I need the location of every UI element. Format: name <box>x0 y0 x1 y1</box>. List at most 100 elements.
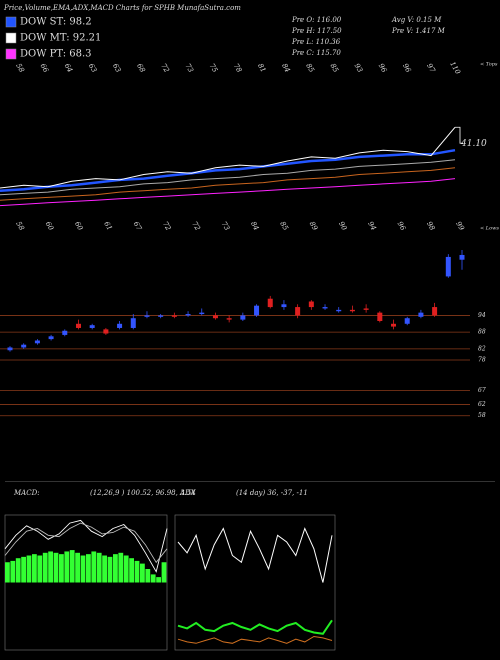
histogram-bar <box>96 552 102 583</box>
candle-body <box>391 323 397 327</box>
histogram-bar <box>26 555 32 583</box>
top-label: 96 <box>401 62 413 74</box>
adx-params: (14 day) 36, -37, -11 <box>236 489 308 497</box>
top-label: 66 <box>38 62 50 74</box>
candle-body <box>144 315 150 317</box>
candle-body <box>254 305 260 316</box>
candle-body <box>130 318 136 328</box>
candle-body <box>117 323 123 328</box>
candle-body <box>308 301 314 308</box>
stat-label: Pre V: 1.417 M <box>391 27 446 35</box>
adx-label: ADX <box>179 489 197 497</box>
histogram-bar <box>91 551 97 583</box>
candle-body <box>377 312 383 321</box>
candle-body <box>445 256 451 277</box>
histogram-bar <box>48 551 53 583</box>
stat-label: Pre L: 110.36 <box>291 38 341 46</box>
low-label: 60 <box>44 220 56 232</box>
candle-body <box>158 315 164 317</box>
top-label: 75 <box>208 62 220 74</box>
legend-swatch <box>5 48 17 60</box>
tops-label: < Tops <box>480 62 498 68</box>
candle-body <box>199 312 205 315</box>
top-label: 58 <box>14 62 26 74</box>
ema-line <box>0 148 456 192</box>
adx-line <box>177 619 333 635</box>
candle-body <box>185 314 191 316</box>
histogram-bar <box>42 552 48 583</box>
annotation: 41.10 <box>460 139 487 149</box>
candle-body <box>322 307 328 309</box>
top-label: 81 <box>256 62 267 74</box>
candle-body <box>62 330 68 335</box>
candle-body <box>89 325 95 328</box>
stat-label: Pre H: 117.50 <box>291 27 342 35</box>
histogram-bar <box>118 552 124 583</box>
top-label: 68 <box>135 62 147 74</box>
top-label: 72 <box>159 62 171 74</box>
histogram-bar <box>123 555 129 583</box>
low-label: 90 <box>337 220 349 232</box>
top-label: 85 <box>328 62 340 74</box>
low-label: 61 <box>102 220 113 232</box>
histogram-bar <box>107 556 113 583</box>
histogram-bar <box>37 555 43 583</box>
histogram-bar <box>75 552 80 583</box>
histogram-bar <box>102 555 107 583</box>
candle-body <box>103 329 109 334</box>
legend-label: DOW ST: 98.2 <box>20 17 92 28</box>
stat-label: Pre O: 116.00 <box>291 16 342 24</box>
histogram-bar <box>80 555 86 583</box>
legend-swatch <box>5 16 17 28</box>
y-tick-label: 62 <box>478 401 486 408</box>
legend-label: DOW MT: 92.21 <box>20 33 101 44</box>
top-label: 63 <box>87 62 99 74</box>
macd-label: MACD: <box>13 489 40 497</box>
top-label: 85 <box>304 62 316 74</box>
low-label: 72 <box>161 220 173 232</box>
top-label: 73 <box>183 62 195 74</box>
separator <box>5 481 495 482</box>
histogram-bar <box>145 569 151 583</box>
lows-label: < Lows <box>480 226 499 232</box>
low-label: 60 <box>73 220 85 232</box>
candle-body <box>48 336 54 340</box>
stat-label: Avg V: 0.15 M <box>391 16 442 24</box>
histogram-bar <box>32 554 37 583</box>
candle-body <box>267 298 273 308</box>
candle-body <box>459 254 465 260</box>
histogram-bar <box>113 554 118 583</box>
low-label: 73 <box>220 220 232 232</box>
histogram-bar <box>161 562 167 583</box>
candle-body <box>7 347 13 351</box>
macd-line <box>4 522 168 564</box>
candle-body <box>34 340 40 344</box>
y-tick-label: 94 <box>478 312 486 319</box>
ema-line <box>0 178 456 207</box>
candle-body <box>212 315 218 319</box>
low-label: 58 <box>14 220 26 232</box>
histogram-bar <box>10 560 16 583</box>
y-tick-label: 58 <box>478 412 486 419</box>
macd-params: (12,26,9 ) 100.52, 96.98, 3.54 <box>90 489 196 497</box>
low-label: 85 <box>278 220 290 232</box>
top-label: 84 <box>280 62 291 74</box>
adx-line <box>177 635 333 644</box>
page-title: Price,Volume,EMA,ADX,MACD Charts for SPH… <box>3 4 241 12</box>
ema-line <box>0 126 456 189</box>
low-label: 96 <box>396 220 408 232</box>
candle-body <box>363 308 369 310</box>
histogram-bar <box>21 556 26 583</box>
candle-body <box>171 315 177 317</box>
legend-swatch <box>5 32 17 44</box>
top-label: 64 <box>63 62 74 74</box>
histogram-bar <box>59 554 64 583</box>
candle-body <box>75 323 81 328</box>
low-label: 89 <box>308 220 320 232</box>
histogram-bar <box>69 550 75 583</box>
top-label: 63 <box>111 62 123 74</box>
low-label: 99 <box>454 220 466 232</box>
histogram-bar <box>86 554 91 583</box>
low-label: 72 <box>190 220 202 232</box>
